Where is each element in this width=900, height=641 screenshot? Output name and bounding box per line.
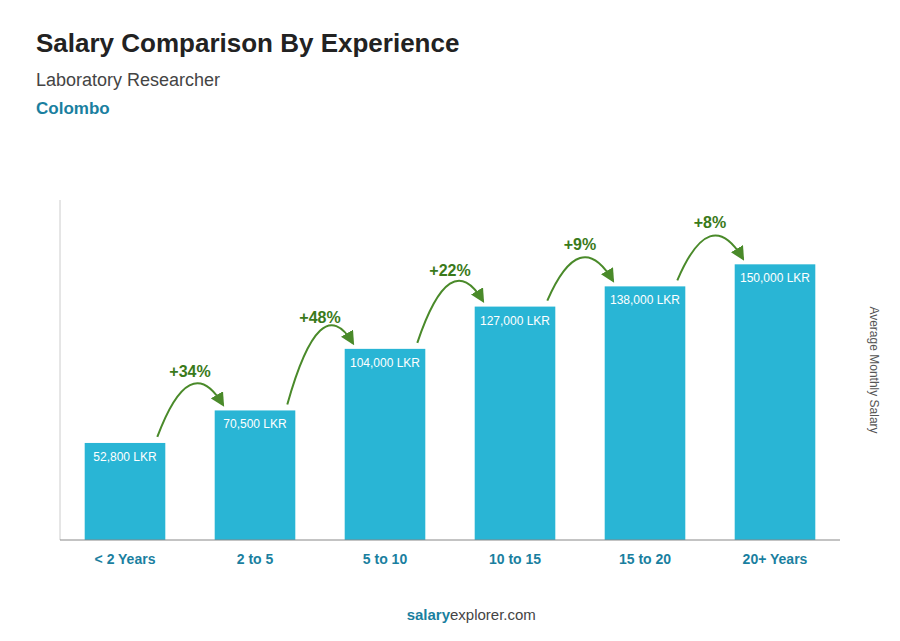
change-arrow [417,281,482,343]
bar [735,264,816,540]
bar [215,410,296,540]
bar [605,286,686,540]
change-label: +8% [694,214,726,231]
change-arrow [157,383,222,437]
bar [345,349,426,540]
data-label: 138,000 LKR [610,293,680,307]
subtitle: Laboratory Researcher [36,70,220,90]
data-label: 104,000 LKR [350,356,420,370]
data-label: 127,000 LKR [480,314,550,328]
bar [475,307,556,540]
x-tick-label: 2 to 5 [237,551,274,567]
chart-container: Salary Comparison By Experience Laborator… [0,0,900,641]
baseline [60,540,840,541]
x-tick-label: 5 to 10 [363,551,408,567]
title: Salary Comparison By Experience [36,28,459,58]
change-label: +22% [429,262,470,279]
change-arrow [287,325,352,404]
bars [85,264,816,540]
x-tick-label: 20+ Years [743,551,808,567]
change-label: +48% [299,309,340,326]
y-axis-label: Average Monthly Salary [867,306,881,433]
x-tick-label: < 2 Years [95,551,156,567]
bar [85,443,166,540]
change-arrow [677,235,742,280]
footer-normal: explorer.com [450,606,536,623]
footer-bold: salary [407,606,451,623]
data-label: 150,000 LKR [740,271,810,285]
x-tick-label: 15 to 20 [619,551,671,567]
x-tick-label: 10 to 15 [489,551,541,567]
change-label: +9% [564,236,596,253]
change-label: +34% [169,363,210,380]
y-axis-line [60,200,61,540]
data-label: 52,800 LKR [93,450,157,464]
chart: Salary Comparison By Experience Laborator… [0,0,900,641]
data-label: 70,500 LKR [223,417,287,431]
change-arrow [547,257,612,300]
city: Colombo [36,99,110,118]
